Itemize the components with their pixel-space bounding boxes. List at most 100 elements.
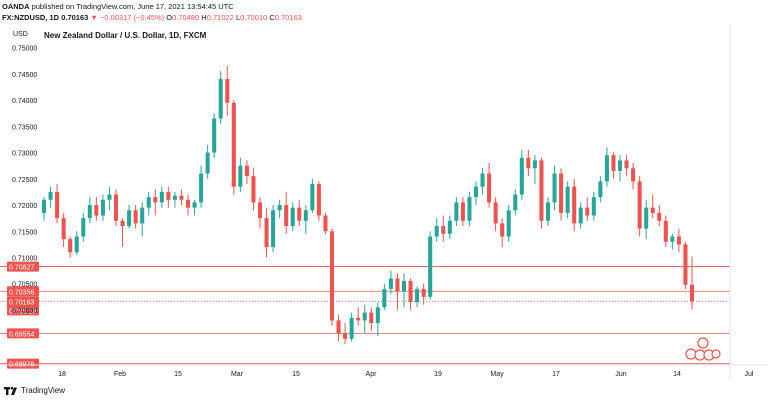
candle[interactable] <box>572 178 577 232</box>
candle[interactable] <box>676 228 681 253</box>
candle[interactable] <box>375 302 380 337</box>
flag-event-icon[interactable] <box>711 349 721 359</box>
candle[interactable] <box>107 186 112 211</box>
candle[interactable] <box>336 315 341 342</box>
candle[interactable] <box>388 270 393 295</box>
candle[interactable] <box>133 205 138 229</box>
candle[interactable] <box>487 163 492 208</box>
candle[interactable] <box>401 273 407 308</box>
candle[interactable] <box>467 191 472 227</box>
candle[interactable] <box>94 197 99 221</box>
candle[interactable] <box>140 202 145 237</box>
candle[interactable] <box>55 184 60 224</box>
candle[interactable] <box>356 307 361 326</box>
candle[interactable] <box>205 144 210 179</box>
candle[interactable] <box>185 194 191 216</box>
candle[interactable] <box>81 212 86 242</box>
candle[interactable] <box>657 205 662 227</box>
candle[interactable] <box>591 191 596 221</box>
candle[interactable] <box>617 155 623 182</box>
candle[interactable] <box>644 199 649 240</box>
candle[interactable] <box>159 186 164 208</box>
candle[interactable] <box>87 197 92 224</box>
candle[interactable] <box>172 191 177 208</box>
candle[interactable] <box>611 152 616 179</box>
candle[interactable] <box>631 163 636 190</box>
candle[interactable] <box>585 197 590 221</box>
candle[interactable] <box>225 65 230 116</box>
price-line-label[interactable]: 0.69554 <box>7 328 39 339</box>
candle[interactable] <box>284 191 289 234</box>
candle[interactable] <box>624 155 629 177</box>
candle[interactable] <box>349 312 354 342</box>
candle[interactable] <box>68 236 73 258</box>
candle[interactable] <box>683 241 688 289</box>
candle[interactable] <box>650 194 655 219</box>
candle[interactable] <box>545 197 551 227</box>
candle[interactable] <box>238 157 243 192</box>
candle[interactable] <box>199 165 204 208</box>
candle[interactable] <box>218 71 223 124</box>
candle[interactable] <box>251 168 256 211</box>
candle[interactable] <box>362 304 367 334</box>
candle[interactable] <box>395 273 400 310</box>
price-line-label[interactable]: 0.70356 <box>7 286 39 297</box>
candle[interactable] <box>500 218 505 247</box>
candle[interactable] <box>493 197 498 232</box>
candle[interactable] <box>565 181 570 219</box>
candle[interactable] <box>513 189 518 216</box>
candle[interactable] <box>310 178 315 213</box>
price-line-label[interactable]: 0.70827 <box>7 261 39 272</box>
candle[interactable] <box>192 199 197 216</box>
candle[interactable] <box>264 207 269 258</box>
candle[interactable] <box>670 233 675 250</box>
candle[interactable] <box>421 283 426 305</box>
candle[interactable] <box>408 278 413 310</box>
candle[interactable] <box>637 176 642 237</box>
candle[interactable] <box>663 215 668 247</box>
candle[interactable] <box>290 202 295 232</box>
candle[interactable] <box>146 191 151 216</box>
price-line-label[interactable]: 0.68976 <box>7 358 39 369</box>
candle[interactable] <box>598 176 603 203</box>
candle[interactable] <box>689 256 695 310</box>
candle[interactable] <box>382 283 387 310</box>
candle[interactable] <box>48 186 53 208</box>
candle[interactable] <box>434 218 439 242</box>
candle[interactable] <box>212 113 217 158</box>
candlestick-chart[interactable]: 0.70827 0.70356 0.69554 0.68976 0.70163 07:05… <box>0 24 768 380</box>
chart-area[interactable]: 0.70827 0.70356 0.69554 0.68976 0.70163 07:05… <box>0 24 768 400</box>
candle[interactable] <box>447 215 452 240</box>
candle[interactable] <box>244 160 249 185</box>
candle[interactable] <box>113 189 119 227</box>
candle[interactable] <box>539 157 544 229</box>
candle[interactable] <box>153 189 158 216</box>
candle[interactable] <box>179 189 184 206</box>
candle[interactable] <box>100 194 105 221</box>
candle[interactable] <box>519 149 524 200</box>
candle[interactable] <box>604 147 609 187</box>
candle[interactable] <box>369 307 374 331</box>
candle[interactable] <box>316 181 321 221</box>
candle[interactable] <box>277 199 282 219</box>
candle[interactable] <box>41 197 47 221</box>
candle[interactable] <box>506 205 511 242</box>
candle[interactable] <box>441 215 446 242</box>
candle[interactable] <box>473 181 479 206</box>
candle[interactable] <box>303 205 308 234</box>
event-markers[interactable] <box>685 337 721 361</box>
candle[interactable] <box>127 205 132 229</box>
candle[interactable] <box>552 165 557 211</box>
candle[interactable] <box>323 212 328 234</box>
candle[interactable] <box>257 197 263 229</box>
earnings-event-icon[interactable] <box>697 337 709 349</box>
candle[interactable] <box>578 202 583 229</box>
candle[interactable] <box>460 197 465 227</box>
candle[interactable] <box>166 186 171 208</box>
candle[interactable] <box>329 228 335 326</box>
candle[interactable] <box>120 218 125 247</box>
candle[interactable] <box>526 149 531 177</box>
candle[interactable] <box>559 168 564 221</box>
candle[interactable] <box>343 323 348 345</box>
candle[interactable] <box>454 197 459 227</box>
